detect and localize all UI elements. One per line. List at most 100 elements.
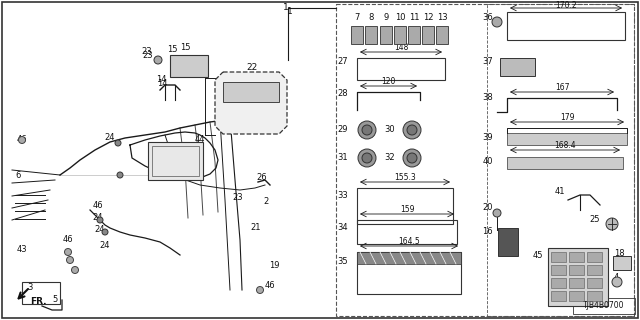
Text: 30: 30	[385, 125, 395, 134]
Circle shape	[67, 257, 74, 263]
Bar	[422, 26, 434, 44]
Text: 32: 32	[385, 153, 395, 162]
Text: 167: 167	[555, 84, 569, 92]
Bar	[148, 142, 203, 180]
Text: 11: 11	[228, 125, 237, 131]
Text: 24: 24	[95, 226, 105, 235]
Text: 13: 13	[221, 117, 230, 123]
Text: 159: 159	[400, 205, 414, 214]
Bar	[500, 58, 535, 76]
Bar	[22, 282, 60, 304]
Circle shape	[154, 56, 162, 64]
Text: 24: 24	[105, 133, 115, 142]
Text: 11: 11	[409, 13, 419, 22]
Text: 4: 4	[614, 274, 620, 283]
Bar	[551, 291, 566, 301]
Text: 42: 42	[220, 124, 230, 132]
Circle shape	[246, 109, 252, 115]
Bar	[551, 252, 566, 262]
Circle shape	[97, 217, 103, 223]
Text: 16: 16	[483, 228, 493, 236]
Bar	[587, 265, 602, 275]
Circle shape	[493, 209, 501, 217]
Bar	[170, 55, 208, 77]
Text: 46: 46	[63, 236, 74, 244]
Text: 38: 38	[483, 93, 493, 102]
Text: 24: 24	[93, 213, 103, 222]
Text: 2: 2	[264, 197, 269, 206]
Circle shape	[117, 172, 123, 178]
Text: 21: 21	[251, 223, 261, 233]
Bar	[223, 82, 279, 102]
Text: 27: 27	[337, 58, 348, 67]
Circle shape	[362, 125, 372, 135]
Bar	[569, 291, 584, 301]
Text: 23: 23	[143, 51, 154, 60]
Bar	[357, 252, 461, 264]
Text: 155.3: 155.3	[394, 173, 416, 182]
Text: 18: 18	[614, 249, 625, 258]
Bar	[336, 4, 634, 316]
Text: 148: 148	[394, 44, 408, 52]
Text: 9: 9	[241, 109, 245, 115]
Bar	[569, 265, 584, 275]
Text: 14: 14	[156, 76, 166, 84]
Text: 29: 29	[337, 125, 348, 134]
Text: 46: 46	[93, 201, 103, 210]
Text: 46: 46	[17, 135, 28, 145]
Text: 120: 120	[381, 77, 395, 86]
Text: 26: 26	[257, 173, 268, 182]
Bar	[394, 26, 406, 44]
Text: 19: 19	[269, 260, 279, 269]
Bar	[507, 133, 627, 145]
Circle shape	[72, 267, 79, 274]
Text: 33: 33	[337, 190, 348, 199]
Text: 39: 39	[483, 133, 493, 142]
Text: 8: 8	[368, 13, 374, 22]
Text: 168.4: 168.4	[554, 141, 576, 150]
Text: 46: 46	[265, 281, 275, 290]
Text: 15: 15	[167, 44, 177, 53]
Text: 37: 37	[483, 58, 493, 67]
Circle shape	[254, 109, 260, 115]
Text: 24: 24	[100, 241, 110, 250]
Circle shape	[362, 153, 372, 163]
Text: 9: 9	[383, 13, 388, 22]
Text: FR.: FR.	[29, 298, 46, 307]
Bar	[408, 26, 420, 44]
Text: 45: 45	[532, 251, 543, 260]
Text: 170.2: 170.2	[555, 1, 577, 10]
Text: 5: 5	[52, 295, 58, 305]
Circle shape	[102, 229, 108, 235]
Bar	[551, 278, 566, 288]
Bar	[152, 146, 199, 176]
Text: 12: 12	[423, 13, 433, 22]
Circle shape	[606, 218, 618, 230]
Circle shape	[407, 125, 417, 135]
Text: 35: 35	[337, 258, 348, 267]
Text: 3: 3	[28, 284, 33, 292]
Text: 6: 6	[15, 171, 20, 180]
Bar	[551, 265, 566, 275]
Text: 1: 1	[287, 7, 293, 17]
Bar	[365, 26, 377, 44]
Bar	[573, 298, 635, 314]
Circle shape	[492, 17, 502, 27]
Bar	[357, 220, 457, 244]
Text: 13: 13	[436, 13, 447, 22]
Bar	[357, 58, 445, 80]
Circle shape	[238, 109, 244, 115]
Bar	[569, 278, 584, 288]
Text: 179: 179	[560, 114, 574, 123]
Text: 34: 34	[337, 223, 348, 233]
Text: 10: 10	[395, 13, 405, 22]
Circle shape	[612, 277, 622, 287]
Bar	[498, 228, 518, 256]
Bar	[357, 188, 453, 224]
Text: 23: 23	[141, 47, 152, 57]
Circle shape	[222, 109, 228, 115]
Text: 12: 12	[228, 117, 237, 123]
Bar	[380, 26, 392, 44]
Circle shape	[19, 137, 26, 143]
Text: 14: 14	[157, 78, 167, 87]
